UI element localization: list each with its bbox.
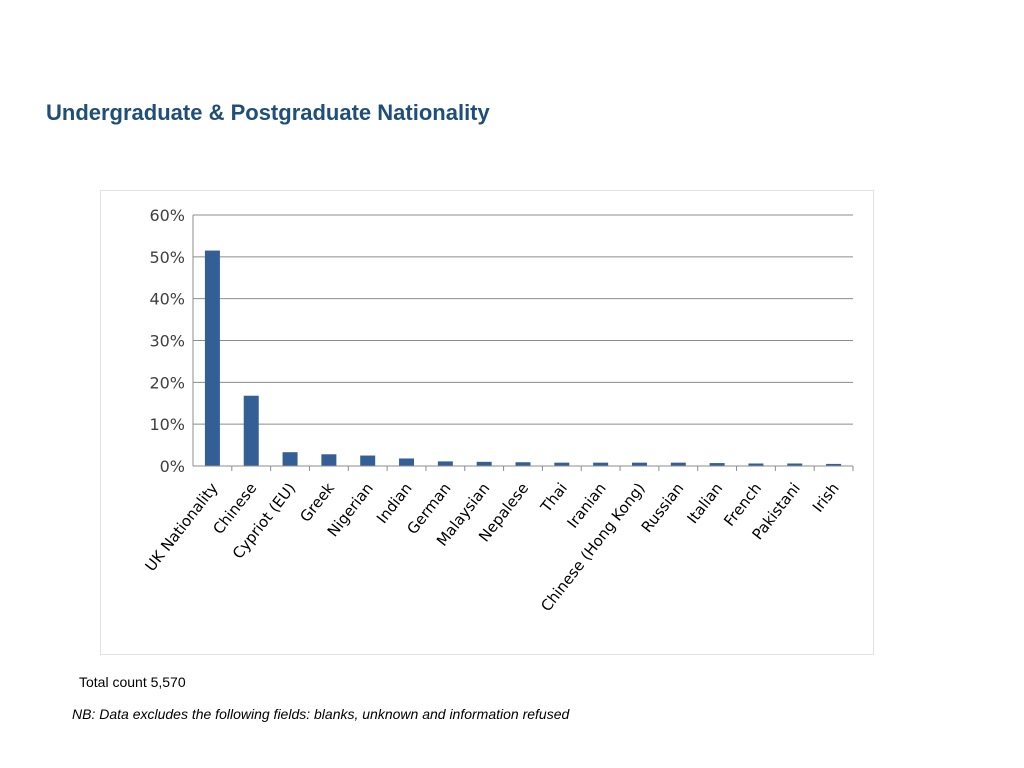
bar — [437, 461, 453, 466]
total-count-label: Total count 5,570 — [79, 674, 186, 690]
y-tick-label: 20% — [149, 373, 185, 392]
y-tick-label: 60% — [149, 206, 185, 225]
bar — [243, 395, 259, 466]
category-label: Irish — [809, 479, 843, 515]
bar — [204, 250, 220, 466]
bar — [515, 462, 531, 466]
bar-chart: 0%10%20%30%40%50%60%UK NationalityChines… — [141, 206, 854, 615]
bar — [670, 462, 686, 466]
page-title: Undergraduate & Postgraduate Nationality — [46, 100, 490, 125]
bar — [826, 463, 842, 466]
data-exclusion-note: NB: Data excludes the following fields: … — [72, 706, 570, 722]
y-tick-label: 0% — [160, 457, 185, 476]
chart-frame: 0% 10% 20% 30% 40% 50% 60% UK Nationality Chines… — [100, 190, 874, 655]
y-tick-label: 30% — [149, 332, 185, 351]
bar — [360, 455, 376, 466]
bar — [631, 462, 647, 466]
y-tick-label: 50% — [149, 248, 185, 267]
bar — [282, 452, 298, 466]
bar — [748, 463, 764, 466]
bar — [476, 461, 492, 466]
category-label: Italian — [683, 479, 726, 527]
bar — [709, 463, 725, 466]
y-tick-label: 40% — [149, 290, 185, 309]
y-tick-label: 10% — [149, 415, 185, 434]
bar — [399, 458, 415, 466]
category-label: Thai — [536, 479, 571, 516]
bar — [787, 463, 803, 466]
bar — [593, 462, 609, 466]
bar — [554, 462, 570, 466]
bar — [321, 454, 337, 466]
